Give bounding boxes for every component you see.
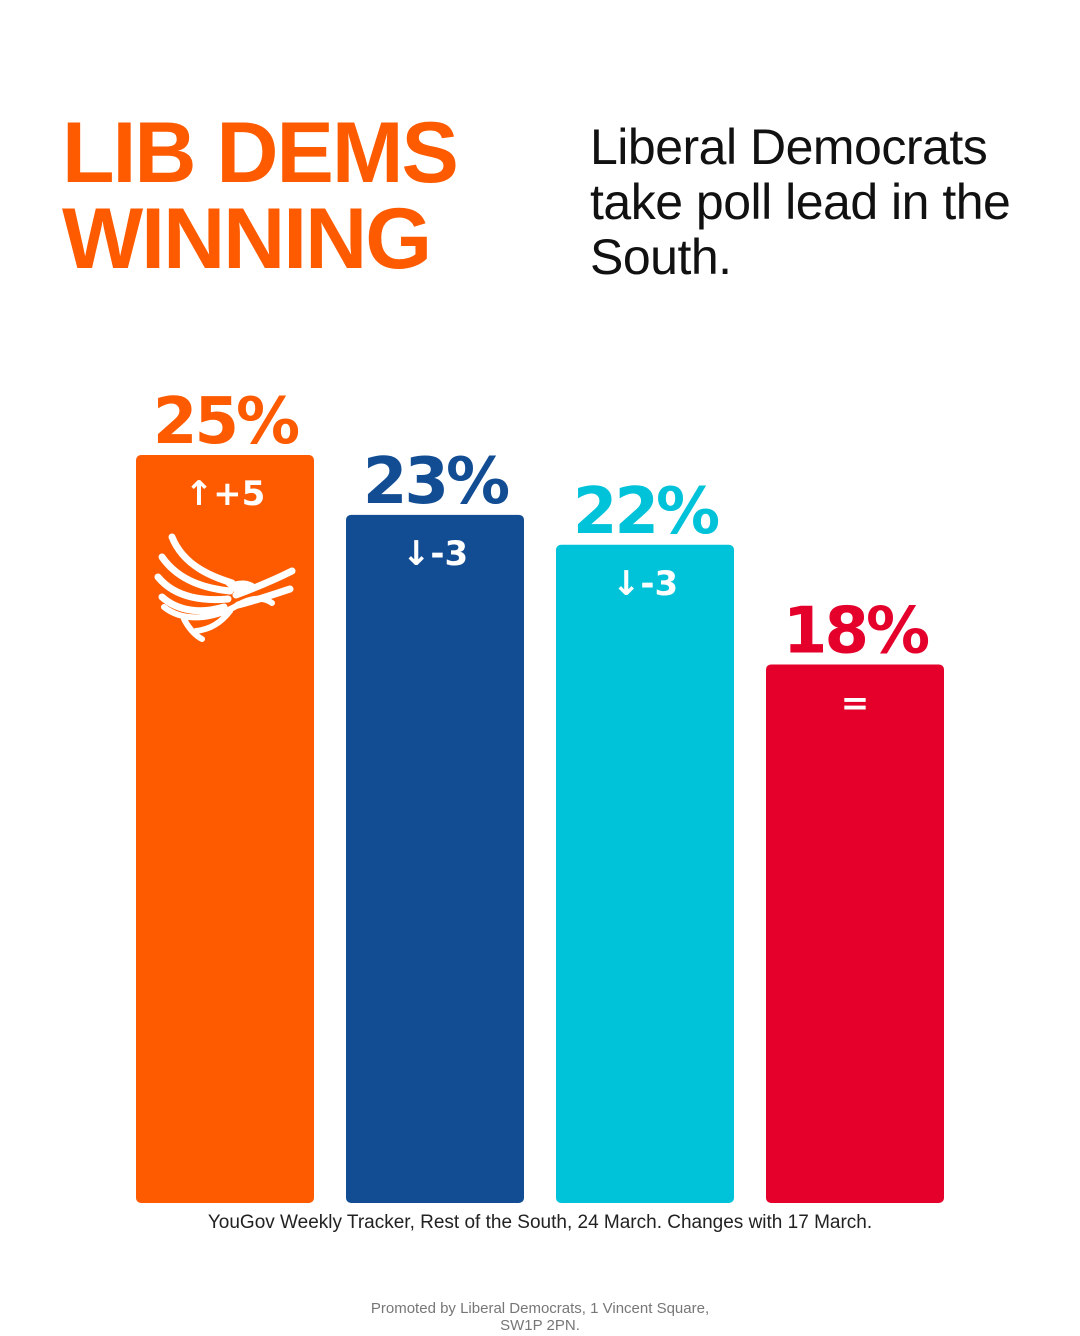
bars-layer: 25% ↑+5 23% ↓-3 22% ↓-3 18% = (136, 385, 944, 1203)
bar-4 (766, 664, 944, 1203)
subtitle: Liberal Democrats take poll lead in the … (590, 119, 1011, 285)
imprint-text: Promoted by Liberal Democrats, 1 Vincent… (370, 1300, 710, 1334)
chart-source-note: YouGov Weekly Tracker, Rest of the South… (207, 1212, 873, 1233)
bar-value-label-1: 25% (153, 385, 299, 459)
lib-dem-bird-icon (154, 533, 296, 642)
bar-1 (136, 455, 314, 1203)
bar-value-label-2: 23% (363, 445, 509, 519)
bar-change-label-2: ↓-3 (402, 534, 468, 574)
bar-value-label-3: 22% (573, 475, 719, 549)
bar-value-label-4: 18% (783, 594, 929, 668)
bar-3 (556, 544, 734, 1203)
headline: LIB DEMS WINNING (62, 105, 459, 287)
headline-line-2: WINNING (62, 191, 432, 287)
headline-line-1: LIB DEMS (62, 105, 459, 201)
bar-change-label-3: ↓-3 (612, 564, 678, 604)
bar-2 (346, 514, 524, 1203)
bar-change-label-4: = (841, 683, 870, 723)
bar-change-label-1: ↑+5 (185, 474, 266, 514)
